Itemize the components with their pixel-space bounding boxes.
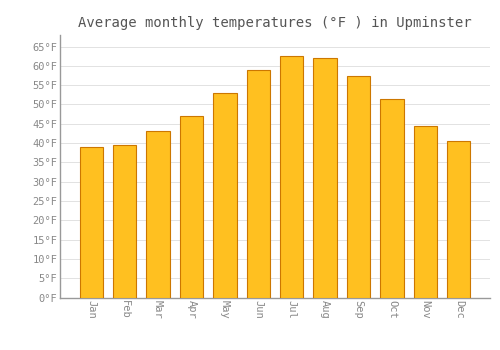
- Bar: [347, 76, 370, 298]
- Bar: [280, 56, 303, 298]
- Bar: [246, 70, 270, 298]
- Bar: [314, 58, 337, 298]
- Bar: [146, 131, 170, 298]
- Title: Average monthly temperatures (°F ) in Upminster: Average monthly temperatures (°F ) in Up…: [78, 16, 472, 30]
- Bar: [213, 93, 236, 298]
- Bar: [80, 147, 103, 298]
- Bar: [113, 145, 136, 298]
- Bar: [380, 99, 404, 298]
- Bar: [180, 116, 203, 298]
- Bar: [447, 141, 470, 298]
- Bar: [414, 126, 437, 298]
